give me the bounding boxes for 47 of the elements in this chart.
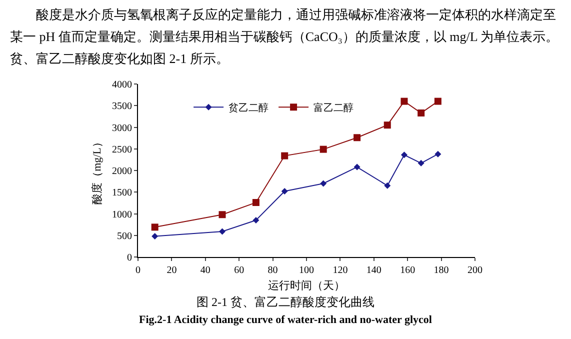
point <box>152 232 158 240</box>
x-tick-label: 140 <box>366 265 382 276</box>
x-tick-label: 20 <box>166 265 177 276</box>
y-tick-label: 1500 <box>112 188 132 199</box>
point <box>384 122 391 129</box>
x-tick-label: 180 <box>434 265 449 276</box>
point <box>354 134 361 142</box>
text: 酸度是水介质与氢氧根离子反应的定量能力，通过用强碱标准溶液将一定体积的水样滴定至某一 pH 值而定量确定。测量结果用相当于碳酸钙（CaCO₃）的质量浓度，以 mg/L 为单位表示。贫、富乙二醇酸度变化如图 2-1 所示。 <box>9 6 560 68</box>
y-tick-label: 0 <box>127 252 132 264</box>
point <box>354 164 360 170</box>
legend-label: 富乙二醇 <box>314 102 354 114</box>
legend-label: 贫乙二醇 <box>228 102 269 114</box>
point <box>400 152 408 158</box>
y-tick-label: 500 <box>117 230 132 242</box>
x-tick-label: 100 <box>299 265 314 276</box>
point <box>252 199 260 206</box>
x-tick-label: 120 <box>332 265 348 276</box>
y-tick-label: 1000 <box>112 209 132 220</box>
point <box>218 211 226 218</box>
x-tick-label: 60 <box>234 265 244 276</box>
x-tick-label: 160 <box>400 265 416 276</box>
point <box>320 146 327 153</box>
x-tick-label: 80 <box>268 265 278 276</box>
point <box>434 150 442 158</box>
point <box>384 182 391 189</box>
caption: Fig.2-1 Acidity change curve of water-rich and no-water glycol <box>138 313 433 328</box>
x-tick-label: 40 <box>200 265 210 276</box>
caption: 图 2-1 贫、富乙二醇酸度变化曲线 <box>196 294 376 311</box>
y-axis-title: 酸度（mg/L） <box>90 136 104 204</box>
x-tick-label: 0 <box>136 265 140 276</box>
point <box>418 109 425 116</box>
point <box>320 180 327 187</box>
point <box>219 228 226 235</box>
y-tick-label: 3000 <box>112 122 132 134</box>
point <box>400 98 408 105</box>
y-tick-label: 4000 <box>112 80 132 90</box>
y-tick-label: 2000 <box>112 166 132 177</box>
point <box>434 98 442 105</box>
y-tick-label: 3500 <box>112 101 132 112</box>
point <box>252 216 260 224</box>
point <box>281 188 288 195</box>
x-axis-title: 运行时间（天） <box>268 279 345 292</box>
point <box>281 152 288 160</box>
point <box>151 224 158 231</box>
point <box>418 160 424 166</box>
y-tick-label: 2500 <box>112 144 132 156</box>
x-tick-label: 200 <box>468 265 482 276</box>
